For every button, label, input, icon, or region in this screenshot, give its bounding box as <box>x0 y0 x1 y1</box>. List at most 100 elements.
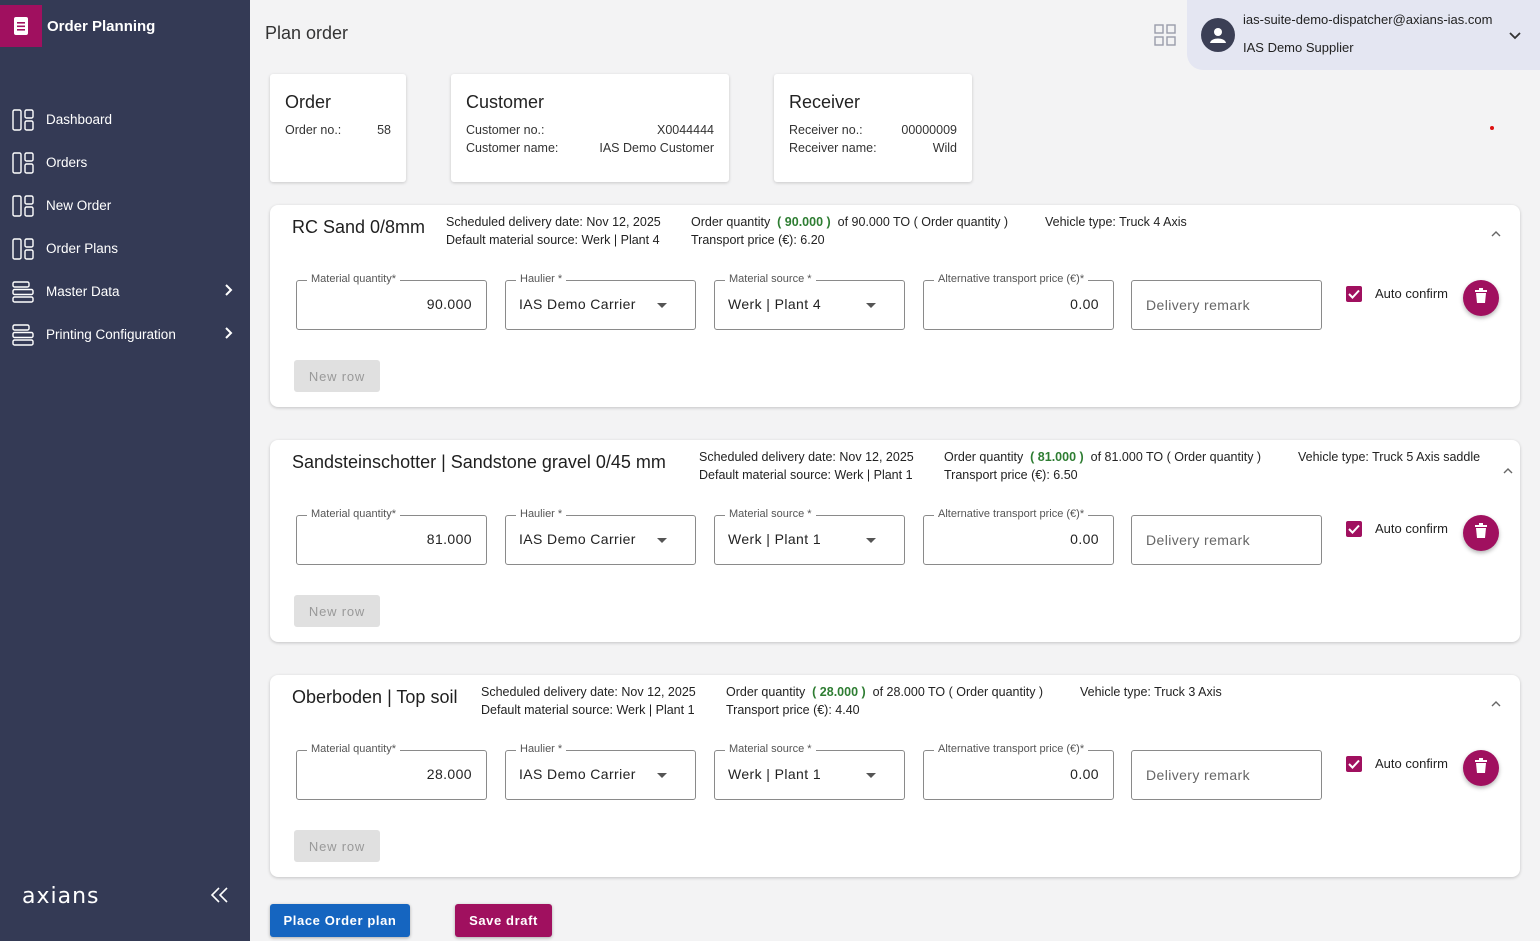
app-title: Order Planning <box>47 17 156 35</box>
sidebar-item-printing-configuration[interactable]: Printing Configuration <box>0 313 250 356</box>
sidebar-item-new-order[interactable]: New Order <box>0 184 250 227</box>
customer-no-value: X0044444 <box>656 123 714 137</box>
alternative-transport-price-field[interactable]: Alternative transport price (€)* 0.00 <box>923 743 1114 800</box>
order-card: Order Order no.: 58 <box>270 74 406 182</box>
user-menu[interactable]: ias-suite-demo-dispatcher@axians-ias.com… <box>1187 0 1540 70</box>
material-name: RC Sand 0/8mm <box>292 217 426 237</box>
list-icon <box>11 323 35 347</box>
chevron-up-icon[interactable] <box>1502 462 1514 480</box>
material-source-select[interactable]: Material source * Werk | Plant 1 <box>714 743 905 800</box>
vehicle-type: Vehicle type: Truck 5 Axis saddle <box>1298 450 1481 464</box>
receiver-name-value: Wild <box>932 141 957 155</box>
field-value: 0.00 <box>1070 296 1099 312</box>
scheduled-delivery-date: Scheduled delivery date: Nov 12, 2025 <box>446 215 661 229</box>
place-order-plan-button[interactable]: Place Order plan <box>270 904 410 937</box>
material-dates: Scheduled delivery date: Nov 12, 2025 De… <box>699 448 914 484</box>
field-value: 28.000 <box>426 766 472 782</box>
field-value: 0.00 <box>1070 531 1099 547</box>
field-placeholder: Delivery remark <box>1146 767 1251 783</box>
default-material-source: Default material source: Werk | Plant 1 <box>699 468 913 482</box>
field-label: Alternative transport price (€)* <box>934 273 1089 285</box>
field-label: Haulier * <box>516 273 567 285</box>
delete-row-button[interactable] <box>1463 280 1499 316</box>
collapse-sidebar-icon[interactable] <box>210 886 230 909</box>
brand-logo: axians <box>22 884 100 909</box>
delete-row-button[interactable] <box>1463 515 1499 551</box>
delivery-remark-field[interactable]: Delivery remark <box>1131 280 1322 330</box>
field-value: 81.000 <box>426 531 472 547</box>
chevron-up-icon[interactable] <box>1490 225 1502 243</box>
app-header[interactable]: Order Planning <box>0 5 156 47</box>
order-quantity-label: Order quantity <box>726 685 806 699</box>
trash-icon <box>1474 757 1488 779</box>
new-row-button[interactable]: New row <box>294 360 380 392</box>
field-label: Haulier * <box>516 743 567 755</box>
sidebar-item-label: Order Plans <box>46 241 119 256</box>
haulier-select[interactable]: Haulier * IAS Demo Carrier <box>505 743 696 800</box>
order-quantity-total: of 81.000 TO ( Order quantity ) <box>1090 450 1262 464</box>
field-label: Material quantity* <box>307 508 400 520</box>
receiver-no-label: Receiver no.: <box>789 123 863 137</box>
order-no-value: 58 <box>377 123 391 137</box>
material-quantity-field[interactable]: Material quantity* 90.000 <box>296 273 487 330</box>
field-label: Material quantity* <box>307 743 400 755</box>
customer-card-title: Customer <box>466 92 545 112</box>
order-quantity-total: of 28.000 TO ( Order quantity ) <box>872 685 1044 699</box>
auto-confirm-checkbox[interactable] <box>1346 521 1362 537</box>
field-value: Werk | Plant 1 <box>728 531 822 547</box>
new-row-button[interactable]: New row <box>294 595 380 627</box>
alternative-transport-price-field[interactable]: Alternative transport price (€)* 0.00 <box>923 508 1114 565</box>
auto-confirm-label: Auto confirm <box>1375 286 1448 301</box>
dashboard-icon <box>11 108 35 132</box>
receiver-name-label: Receiver name: <box>789 141 877 155</box>
haulier-select[interactable]: Haulier * IAS Demo Carrier <box>505 508 696 565</box>
trash-icon <box>1474 522 1488 544</box>
sidebar-item-dashboard[interactable]: Dashboard <box>0 98 250 141</box>
sidebar-item-label: New Order <box>46 198 112 213</box>
delete-row-button[interactable] <box>1463 750 1499 786</box>
save-draft-button[interactable]: Save draft <box>455 904 552 937</box>
field-label: Material source * <box>725 273 816 285</box>
list-icon <box>11 280 35 304</box>
chevron-up-icon[interactable] <box>1490 695 1502 713</box>
planned-quantity: ( 81.000 ) <box>1030 450 1084 464</box>
material-source-select[interactable]: Material source * Werk | Plant 1 <box>714 508 905 565</box>
material-source-select[interactable]: Material source * Werk | Plant 4 <box>714 273 905 330</box>
dashboard-icon <box>11 237 35 261</box>
field-value: IAS Demo Carrier <box>519 531 636 547</box>
delivery-remark-field[interactable]: Delivery remark <box>1131 750 1322 800</box>
dropdown-arrow-icon <box>657 538 667 543</box>
sidebar-item-master-data[interactable]: Master Data <box>0 270 250 313</box>
user-email: ias-suite-demo-dispatcher@axians-ias.com <box>1243 12 1493 27</box>
transport-price: Transport price (€): 6.20 <box>691 233 825 247</box>
order-quantity-label: Order quantity <box>691 215 771 229</box>
field-value: IAS Demo Carrier <box>519 766 636 782</box>
vehicle-type: Vehicle type: Truck 4 Axis <box>1045 215 1187 229</box>
apps-grid-icon[interactable] <box>1154 24 1176 51</box>
sidebar-item-label: Printing Configuration <box>46 327 176 342</box>
dropdown-arrow-icon <box>866 538 876 543</box>
order-card-title: Order <box>285 92 332 112</box>
sidebar-item-orders[interactable]: Orders <box>0 141 250 184</box>
delivery-remark-field[interactable]: Delivery remark <box>1131 515 1322 565</box>
alternative-transport-price-field[interactable]: Alternative transport price (€)* 0.00 <box>923 273 1114 330</box>
haulier-select[interactable]: Haulier * IAS Demo Carrier <box>505 273 696 330</box>
field-value: IAS Demo Carrier <box>519 296 636 312</box>
auto-confirm-label: Auto confirm <box>1375 521 1448 536</box>
sidebar: Order Planning Dashboard Orders New Orde… <box>0 0 250 941</box>
new-row-button[interactable]: New row <box>294 830 380 862</box>
auto-confirm-checkbox[interactable] <box>1346 756 1362 772</box>
material-name: Oberboden | Top soil <box>292 687 458 707</box>
auto-confirm-checkbox[interactable] <box>1346 286 1362 302</box>
material-quantities: Order quantity ( 90.000 ) of 90.000 TO (… <box>691 213 1008 249</box>
dashboard-icon <box>11 151 35 175</box>
vehicle-type: Vehicle type: Truck 3 Axis <box>1080 685 1222 699</box>
sidebar-item-order-plans[interactable]: Order Plans <box>0 227 250 270</box>
material-quantity-field[interactable]: Material quantity* 28.000 <box>296 743 487 800</box>
material-quantity-field[interactable]: Material quantity* 81.000 <box>296 508 487 565</box>
document-icon <box>0 5 42 47</box>
field-value: Werk | Plant 4 <box>728 296 822 312</box>
dropdown-arrow-icon <box>866 773 876 778</box>
customer-name-value: IAS Demo Customer <box>599 141 714 155</box>
scheduled-delivery-date: Scheduled delivery date: Nov 12, 2025 <box>481 685 696 699</box>
